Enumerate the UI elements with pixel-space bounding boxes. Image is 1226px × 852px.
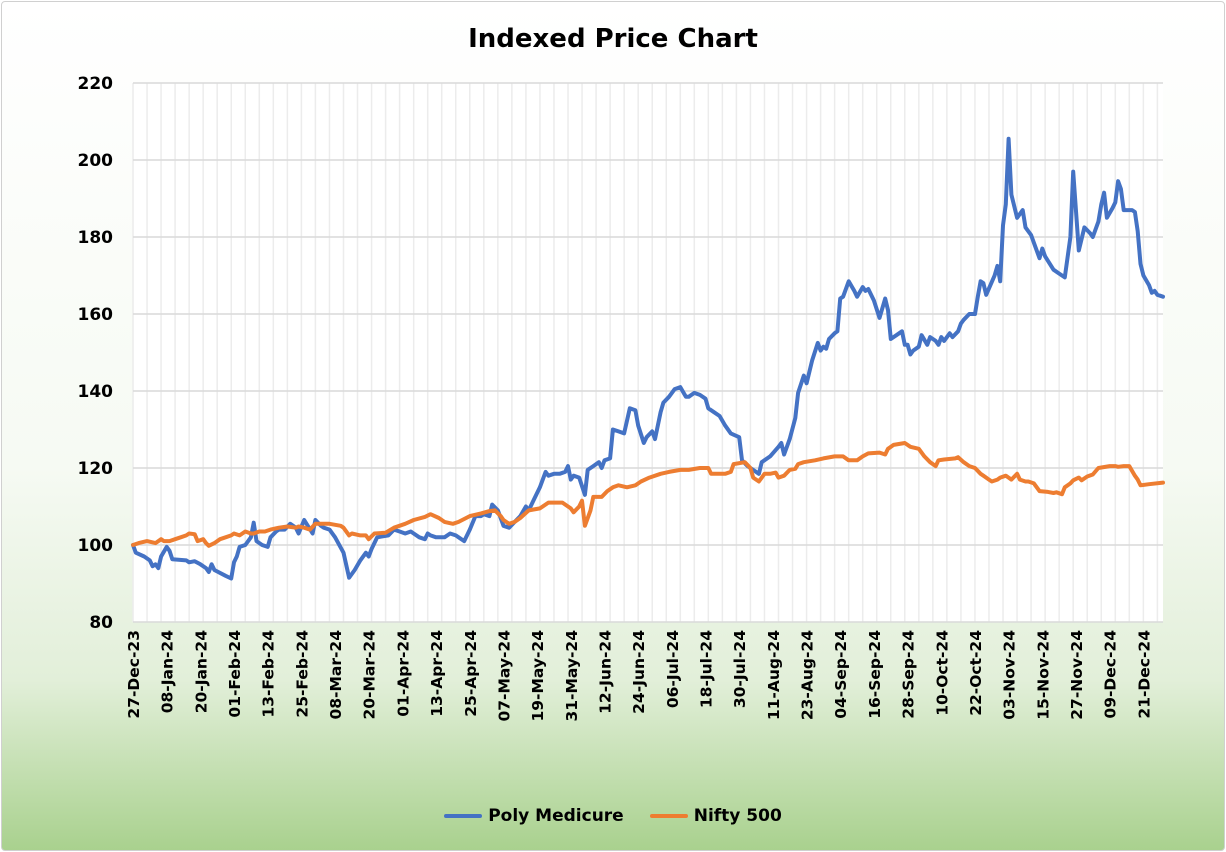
x-tick-label: 08-Mar-24 [327,630,345,720]
x-tick-label: 18-Jul-24 [698,630,716,708]
y-tick-label: 160 [78,305,114,325]
y-tick-label: 120 [78,459,114,479]
y-tick-label: 100 [78,536,114,556]
x-tick-label: 20-Jan-24 [192,630,210,713]
series-line-poly-medicure [131,136,1165,581]
plot-area [133,83,1163,622]
legend-item-nifty-500: Nifty 500 [649,806,782,826]
x-tick-label: 27-Dec-23 [125,630,143,719]
y-tick-label: 140 [78,382,114,402]
legend-swatch-nifty-500 [649,814,688,818]
legend-item-poly-medicure: Poly Medicure [444,806,624,826]
x-tick-label: 24-Jun-24 [630,630,648,714]
x-tick-label: 01-Apr-24 [394,630,412,717]
legend-label: Nifty 500 [693,806,782,826]
chart-title: Indexed Price Chart [468,24,758,54]
x-tick-label: 06-Jul-24 [664,630,682,708]
x-tick-label: 01-Feb-24 [226,630,244,718]
y-tick-label: 180 [78,228,114,248]
x-tick-label: 25-Feb-24 [293,630,311,718]
x-tick-label: 04-Sep-24 [832,630,850,719]
legend: Poly Medicure Nifty 500 [0,806,1226,826]
y-tick-label: 220 [78,74,114,94]
x-tick-label: 03-Nov-24 [1001,630,1019,720]
x-tick-label: 19-May-24 [529,630,547,722]
x-tick-label: 23-Aug-24 [799,630,817,720]
x-tick-label: 09-Dec-24 [1102,630,1120,719]
x-tick-label: 21-Dec-24 [1135,630,1153,719]
x-tick-label: 22-Oct-24 [967,630,985,716]
series-line-nifty-500 [131,441,1165,548]
x-tick-label: 13-Apr-24 [428,630,446,717]
y-tick-label: 80 [89,613,113,633]
x-tick-label: 08-Jan-24 [159,630,177,713]
x-tick-label: 13-Feb-24 [260,630,278,718]
x-tick-label: 10-Oct-24 [933,630,951,716]
x-tick-label: 20-Mar-24 [361,630,379,720]
x-tick-label: 16-Sep-24 [866,630,884,719]
x-tick-label: 12-Jun-24 [596,630,614,714]
x-tick-label: 11-Aug-24 [765,630,783,720]
y-tick-label: 200 [78,151,114,171]
x-tick-label: 27-Nov-24 [1068,630,1086,720]
x-tick-label: 25-Apr-24 [462,630,480,717]
legend-label: Poly Medicure [488,806,624,826]
x-tick-label: 07-May-24 [495,630,513,722]
legend-swatch-poly-medicure [444,814,483,818]
x-tick-label: 30-Jul-24 [731,630,749,708]
x-tick-label: 28-Sep-24 [900,630,918,719]
x-tick-label: 31-May-24 [563,630,581,722]
x-tick-label: 15-Nov-24 [1034,630,1052,720]
